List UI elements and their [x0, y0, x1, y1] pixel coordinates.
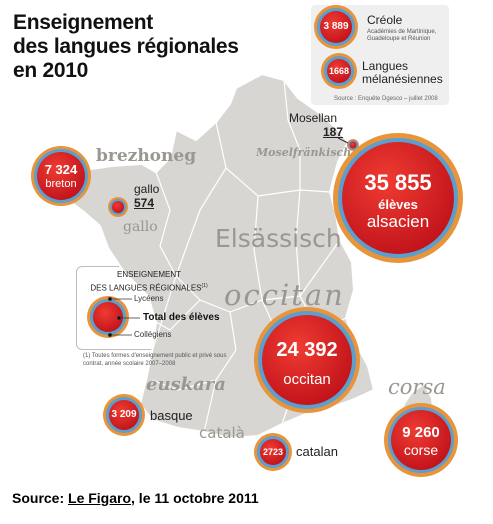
basque-circle: [109, 400, 139, 430]
title-line-3: en 2010: [13, 59, 88, 82]
inset-heading-1: ENSEIGNEMENT: [116, 270, 181, 279]
inset-total: Total des élèves: [143, 312, 220, 323]
alsacien-value: 35 855: [364, 170, 432, 195]
region-brezhoneg: brezhoneg: [96, 146, 197, 166]
catalan-circle: [260, 439, 286, 465]
breton-lang: breton: [45, 178, 77, 190]
basque-lang: basque: [150, 408, 193, 423]
region-euskara: euskara: [146, 374, 226, 395]
title-line-2: des langues régionales: [13, 35, 239, 58]
mosellan-leader-line: [337, 137, 349, 144]
mosellan-circle: [349, 141, 357, 149]
legend-creole-circle: [320, 11, 352, 43]
inset-footnote: (1) Toutes formes d'enseignement public …: [83, 353, 227, 367]
region-catala: català: [199, 424, 245, 442]
corse-value: 9 260: [402, 424, 440, 441]
source-publication: Le Figaro: [68, 490, 132, 506]
legend-creole-title: Créole: [367, 13, 403, 27]
breton-value: 7 324: [44, 162, 78, 177]
basque-value: 3 209: [111, 409, 137, 420]
mosellan-value: 187: [323, 125, 344, 139]
alsacien-circle: [342, 142, 454, 254]
source-line: Source: Le Figaro, le 11 octobre 2011: [12, 490, 259, 506]
gallo-value: 574: [134, 196, 155, 210]
legend-creole-sub-2: Guadeloupe et Réunion: [367, 36, 431, 42]
occitan-value: 24 392: [276, 339, 338, 361]
corse-circle: [391, 410, 451, 470]
legend-melanesian-title-2: mélanésiennes: [362, 72, 443, 86]
inset-circle: [93, 302, 123, 332]
region-gallo: gallo: [123, 219, 158, 235]
legend-creole-sub-1: Académies de Martinique,: [367, 29, 437, 35]
inset-lyceens: Lycéens: [134, 294, 164, 303]
mosellan-lang: Mosellan: [289, 111, 338, 125]
legend-melanesian-title-1: Langues: [362, 59, 409, 73]
corse-lang: corse: [403, 442, 439, 458]
legend-melanesian-value: 1668: [328, 66, 350, 76]
alsacien-lang: alsacien: [366, 212, 430, 231]
title-line-1: Enseignement: [13, 11, 153, 34]
inset-heading-sup: (1): [201, 283, 208, 289]
catalan-value: 2723: [262, 447, 284, 457]
source-label: Source:: [12, 490, 69, 506]
region-moselfrankisch: Moselfränkisch: [256, 146, 352, 159]
occitan-lang: occitan: [283, 371, 331, 388]
legend-melanesian-circle: [327, 59, 351, 83]
inset-heading-2: DES LANGUES RÉGIONALES(1): [76, 281, 222, 294]
inset-heading-2-text: DES LANGUES RÉGIONALES: [90, 283, 202, 293]
legend-source-note: Source : Enquête Dgesco – juillet 2008: [334, 96, 438, 102]
gallo-lang: gallo: [134, 182, 160, 196]
region-elsassisch: Elsässisch: [215, 224, 342, 253]
occitan-circle: [262, 315, 352, 405]
source-date: , le 11 octobre 2011: [131, 490, 259, 506]
inset-colleges: Collégiens: [134, 330, 172, 339]
inset-leader-lines: [108, 296, 140, 337]
page-title: Enseignement des langues régionales en 2…: [13, 11, 253, 83]
gallo-circle: [112, 201, 124, 213]
breton-circle: [37, 152, 85, 200]
region-occitan: occitan: [224, 278, 345, 312]
legend-creole-value: 3 889: [323, 21, 349, 32]
catalan-lang: catalan: [296, 444, 338, 459]
region-corsa: corsa: [388, 375, 446, 399]
alsacien-unit: élèves: [378, 197, 418, 212]
